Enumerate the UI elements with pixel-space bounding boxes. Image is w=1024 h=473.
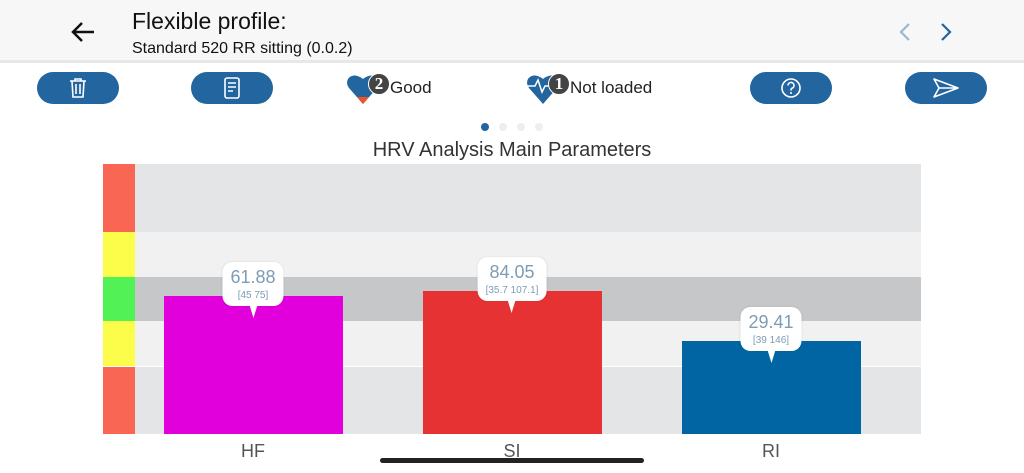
- page-title: Flexible profile:: [132, 8, 287, 34]
- data-label: 61.88: [230, 267, 276, 288]
- chevron-right-icon[interactable]: [936, 20, 956, 44]
- page-dot[interactable]: [517, 123, 525, 131]
- report-button[interactable]: [191, 72, 273, 104]
- x-tick-label: RI: [762, 441, 780, 461]
- document-icon: [224, 77, 240, 99]
- status-label: Good: [390, 78, 432, 97]
- range-label: [45 75]: [237, 290, 269, 302]
- zone-indicator: [103, 164, 135, 232]
- header: Flexible profile: Standard 520 RR sittin…: [0, 0, 1024, 63]
- zone-indicator: [103, 366, 135, 434]
- status-badge: 1: [548, 73, 570, 95]
- range-label: [35.7 107.1]: [485, 284, 539, 296]
- help-icon: [781, 78, 801, 98]
- range-label: [39 146]: [752, 334, 790, 346]
- value-tooltip: 84.05 [35.7 107.1]: [477, 256, 547, 313]
- status-badge: 2: [368, 73, 390, 95]
- value-tooltip: 29.41 [39 146]: [740, 306, 802, 363]
- chart-title: HRV Analysis Main Parameters: [372, 139, 652, 161]
- x-tick-label: HF: [241, 441, 265, 461]
- value-tooltip: 61.88 [45 75]: [222, 262, 284, 319]
- page-subtitle: Standard 520 RR sitting (0.0.2): [132, 40, 353, 57]
- zone-indicator: [103, 320, 135, 367]
- zone-indicator: [103, 231, 135, 278]
- zone-band: [135, 164, 921, 232]
- delete-button[interactable]: [37, 72, 119, 104]
- send-button[interactable]: [905, 72, 987, 104]
- chevron-left-icon[interactable]: [895, 20, 915, 44]
- page-dot[interactable]: [481, 123, 489, 131]
- status-label: Not loaded: [570, 78, 653, 97]
- page-dot[interactable]: [535, 123, 543, 131]
- data-label: 84.05: [489, 261, 535, 282]
- back-arrow-icon[interactable]: [70, 18, 96, 46]
- bar-hf[interactable]: [164, 296, 343, 434]
- x-tick-label: SI: [503, 441, 521, 461]
- status-not-loaded: 1 Not loaded: [526, 70, 652, 106]
- zone-indicator: [103, 277, 135, 321]
- send-icon: [933, 78, 959, 98]
- trash-icon: [70, 78, 86, 98]
- bar-chart: 61.88 [45 75] 84.05 [35.7 107.1] 29.41 [39 14…: [103, 164, 921, 434]
- bar-si[interactable]: [423, 290, 602, 434]
- status-good: 2 Good: [346, 70, 432, 106]
- data-label: 29.41: [748, 311, 794, 332]
- page-indicator[interactable]: [481, 123, 543, 131]
- help-button[interactable]: [750, 72, 832, 104]
- home-indicator[interactable]: [380, 458, 644, 463]
- page-dot[interactable]: [499, 123, 507, 131]
